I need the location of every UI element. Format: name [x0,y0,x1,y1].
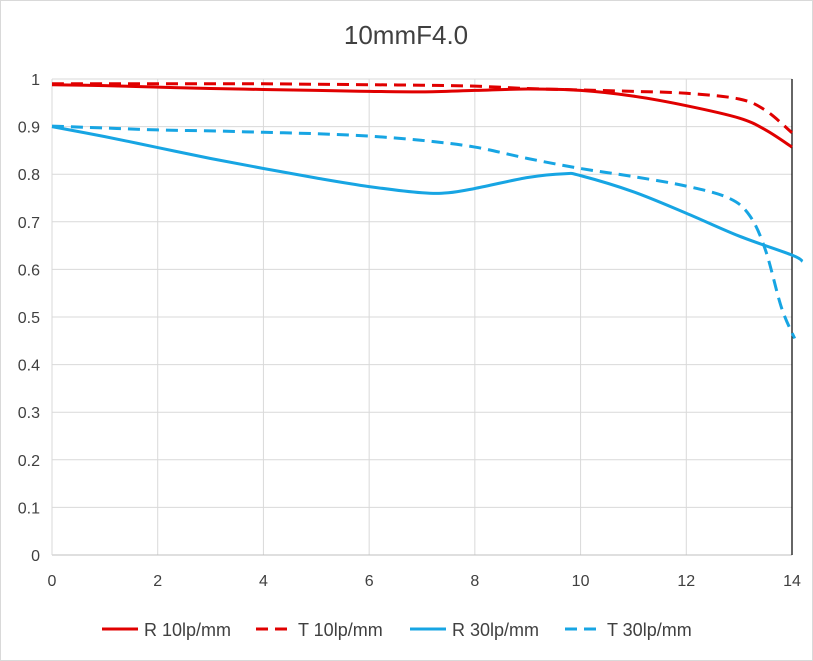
x-axis-ticks: 0 2 4 6 8 10 12 14 [48,573,801,590]
x-tick-label: 6 [365,573,374,590]
legend-label: T 30lp/mm [607,620,692,640]
y-tick-label: 1 [31,72,40,89]
legend-label: R 10lp/mm [144,620,231,640]
y-tick-label: 0.3 [18,405,40,422]
y-tick-label: 0.6 [18,262,40,279]
legend-label: R 30lp/mm [452,620,539,640]
y-tick-label: 0 [31,548,40,565]
x-tick-label: 8 [470,573,479,590]
legend-label: T 10lp/mm [298,620,383,640]
x-tick-label: 2 [153,573,162,590]
x-tick-label: 0 [48,573,57,590]
series-lines [51,82,804,340]
series-line-r-10lp-mm [51,83,793,149]
y-tick-label: 0.5 [18,310,40,327]
chart-title: 10mmF4.0 [344,20,468,50]
y-axis-ticks: 0 0.1 0.2 0.3 0.4 0.5 0.6 0.7 0.8 0.9 1 [18,72,40,565]
y-tick-label: 0.9 [18,120,40,137]
x-tick-label: 14 [783,573,801,590]
x-tick-label: 10 [572,573,590,590]
x-tick-label: 4 [259,573,268,590]
y-tick-label: 0.2 [18,453,40,470]
y-tick-label: 0.7 [18,215,40,232]
legend: R 10lp/mm T 10lp/mm R 30lp/mm T 30lp/mm [102,620,692,640]
y-tick-label: 0.1 [18,500,40,517]
y-tick-label: 0.4 [18,358,40,375]
x-tick-label: 12 [677,573,695,590]
axes [51,79,793,556]
series-line-t-30lp-mm [51,124,797,340]
grid-lines [52,78,793,555]
y-tick-label: 0.8 [18,167,40,184]
series-line-r-30lp-mm [51,125,804,263]
